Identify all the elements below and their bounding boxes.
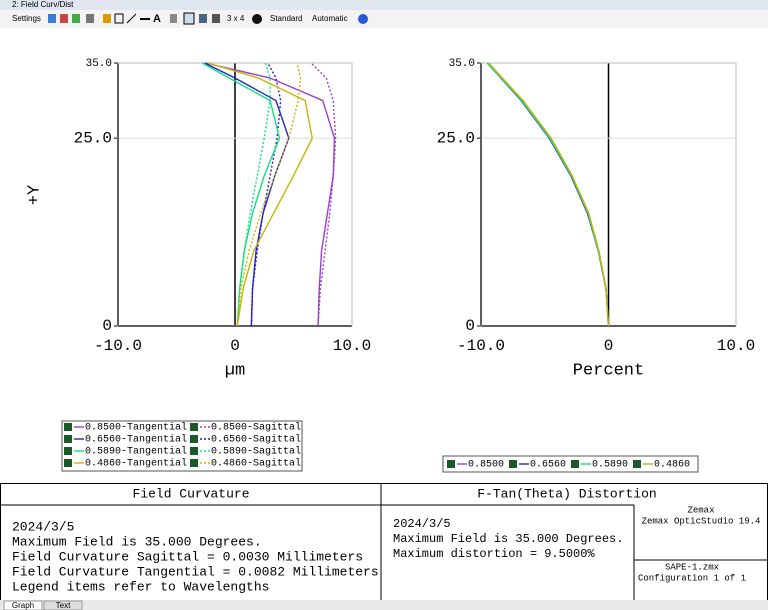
tab-label: Graph — [12, 601, 34, 610]
legend-label: 0.6560 — [530, 460, 566, 471]
info-line: 2024/3/5 — [393, 517, 451, 531]
legend-checkbox — [64, 423, 72, 431]
x-tick-label: 0 — [230, 337, 240, 355]
title-bar — [0, 0, 768, 10]
legend-checkbox — [571, 460, 579, 468]
layout-button[interactable]: 3 x 4 — [227, 14, 245, 23]
y-axis-label: +Y — [25, 185, 44, 205]
panel-title: Field Curvature — [132, 486, 249, 501]
x-tick-label: -10.0 — [457, 337, 505, 355]
window-title: 2: Field Curv/Dist — [12, 0, 74, 9]
legend-checkbox — [190, 423, 198, 431]
legend-label: 0.5890-Tangential — [85, 446, 187, 458]
info-side: Zemax — [687, 505, 714, 515]
x-tick-label: 0 — [604, 337, 614, 355]
y-tick-label: 0 — [465, 317, 475, 335]
legend-checkbox — [190, 447, 198, 455]
x-tick-label: 10.0 — [717, 337, 755, 355]
tab-label: Text — [56, 601, 71, 610]
legend-box — [61, 420, 303, 472]
legend-checkbox — [633, 460, 641, 468]
automatic-dropdown[interactable]: Automatic — [312, 14, 348, 23]
y-tick-label: 0 — [102, 317, 112, 335]
legend-label: 0.8500-Sagittal — [211, 422, 301, 434]
legend-label: 0.4860-Sagittal — [211, 458, 301, 470]
legend-label: 0.5890-Sagittal — [211, 446, 301, 458]
panel-title: F-Tan(Theta) Distortion — [477, 486, 656, 501]
legend-checkbox — [509, 460, 517, 468]
info-line: Maximum Field is 35.000 Degrees. — [12, 534, 262, 549]
info-line: Field Curvature Sagittal = 0.0030 Millim… — [12, 549, 363, 564]
curve — [488, 62, 610, 327]
tab-bar — [0, 600, 768, 610]
info-side: SAPE-1.zmx — [665, 562, 719, 572]
plot-frame — [117, 62, 353, 327]
legend-label: 0.5890 — [592, 460, 628, 471]
x-axis-label: Percent — [573, 361, 644, 380]
y-tick-label: 25.0 — [74, 129, 112, 147]
x-tick-label: -10.0 — [94, 337, 142, 355]
legend-label: 0.8500-Tangential — [85, 422, 187, 434]
tab[interactable] — [3, 600, 43, 610]
info-line: Field Curvature Tangential = 0.0082 Mill… — [12, 564, 379, 579]
curve — [201, 62, 281, 327]
legend-label: 0.4860 — [654, 460, 690, 471]
legend-checkbox — [64, 435, 72, 443]
curve — [204, 62, 290, 327]
svg-text:A: A — [153, 13, 161, 25]
x-tick-label: 10.0 — [333, 337, 371, 355]
info-line: Legend items refer to Wavelengths — [12, 579, 269, 594]
legend-checkbox — [447, 460, 455, 468]
y-tick-label: 35.0 — [86, 58, 112, 70]
info-line: Maximum distortion = 9.5000% — [393, 547, 595, 561]
settings-button[interactable]: Settings — [12, 14, 41, 23]
info-line: Maximum Field is 35.000 Degrees. — [393, 532, 623, 546]
x-axis-label: µm — [225, 361, 245, 380]
legend-label: 0.6560-Sagittal — [211, 434, 301, 446]
legend-checkbox — [190, 459, 198, 467]
tab[interactable] — [43, 600, 83, 610]
toolbar-icons: A — [48, 12, 368, 25]
standard-dropdown[interactable]: Standard — [270, 14, 302, 23]
y-tick-label: 25.0 — [437, 129, 475, 147]
legend-label: 0.4860-Tangential — [85, 458, 187, 470]
legend-label: 0.6560-Tangential — [85, 434, 187, 446]
legend-checkbox — [64, 447, 72, 455]
legend-checkbox — [64, 459, 72, 467]
legend-label: 0.8500 — [468, 460, 504, 471]
curve — [205, 62, 336, 327]
info-side: Configuration 1 of 1 — [638, 573, 746, 583]
curve — [236, 62, 302, 327]
curve — [207, 62, 313, 327]
legend-checkbox — [190, 435, 198, 443]
y-tick-label: 35.0 — [449, 58, 475, 70]
info-line: 2024/3/5 — [12, 519, 74, 534]
info-side: Zemax OpticStudio 19.4 — [642, 516, 761, 526]
